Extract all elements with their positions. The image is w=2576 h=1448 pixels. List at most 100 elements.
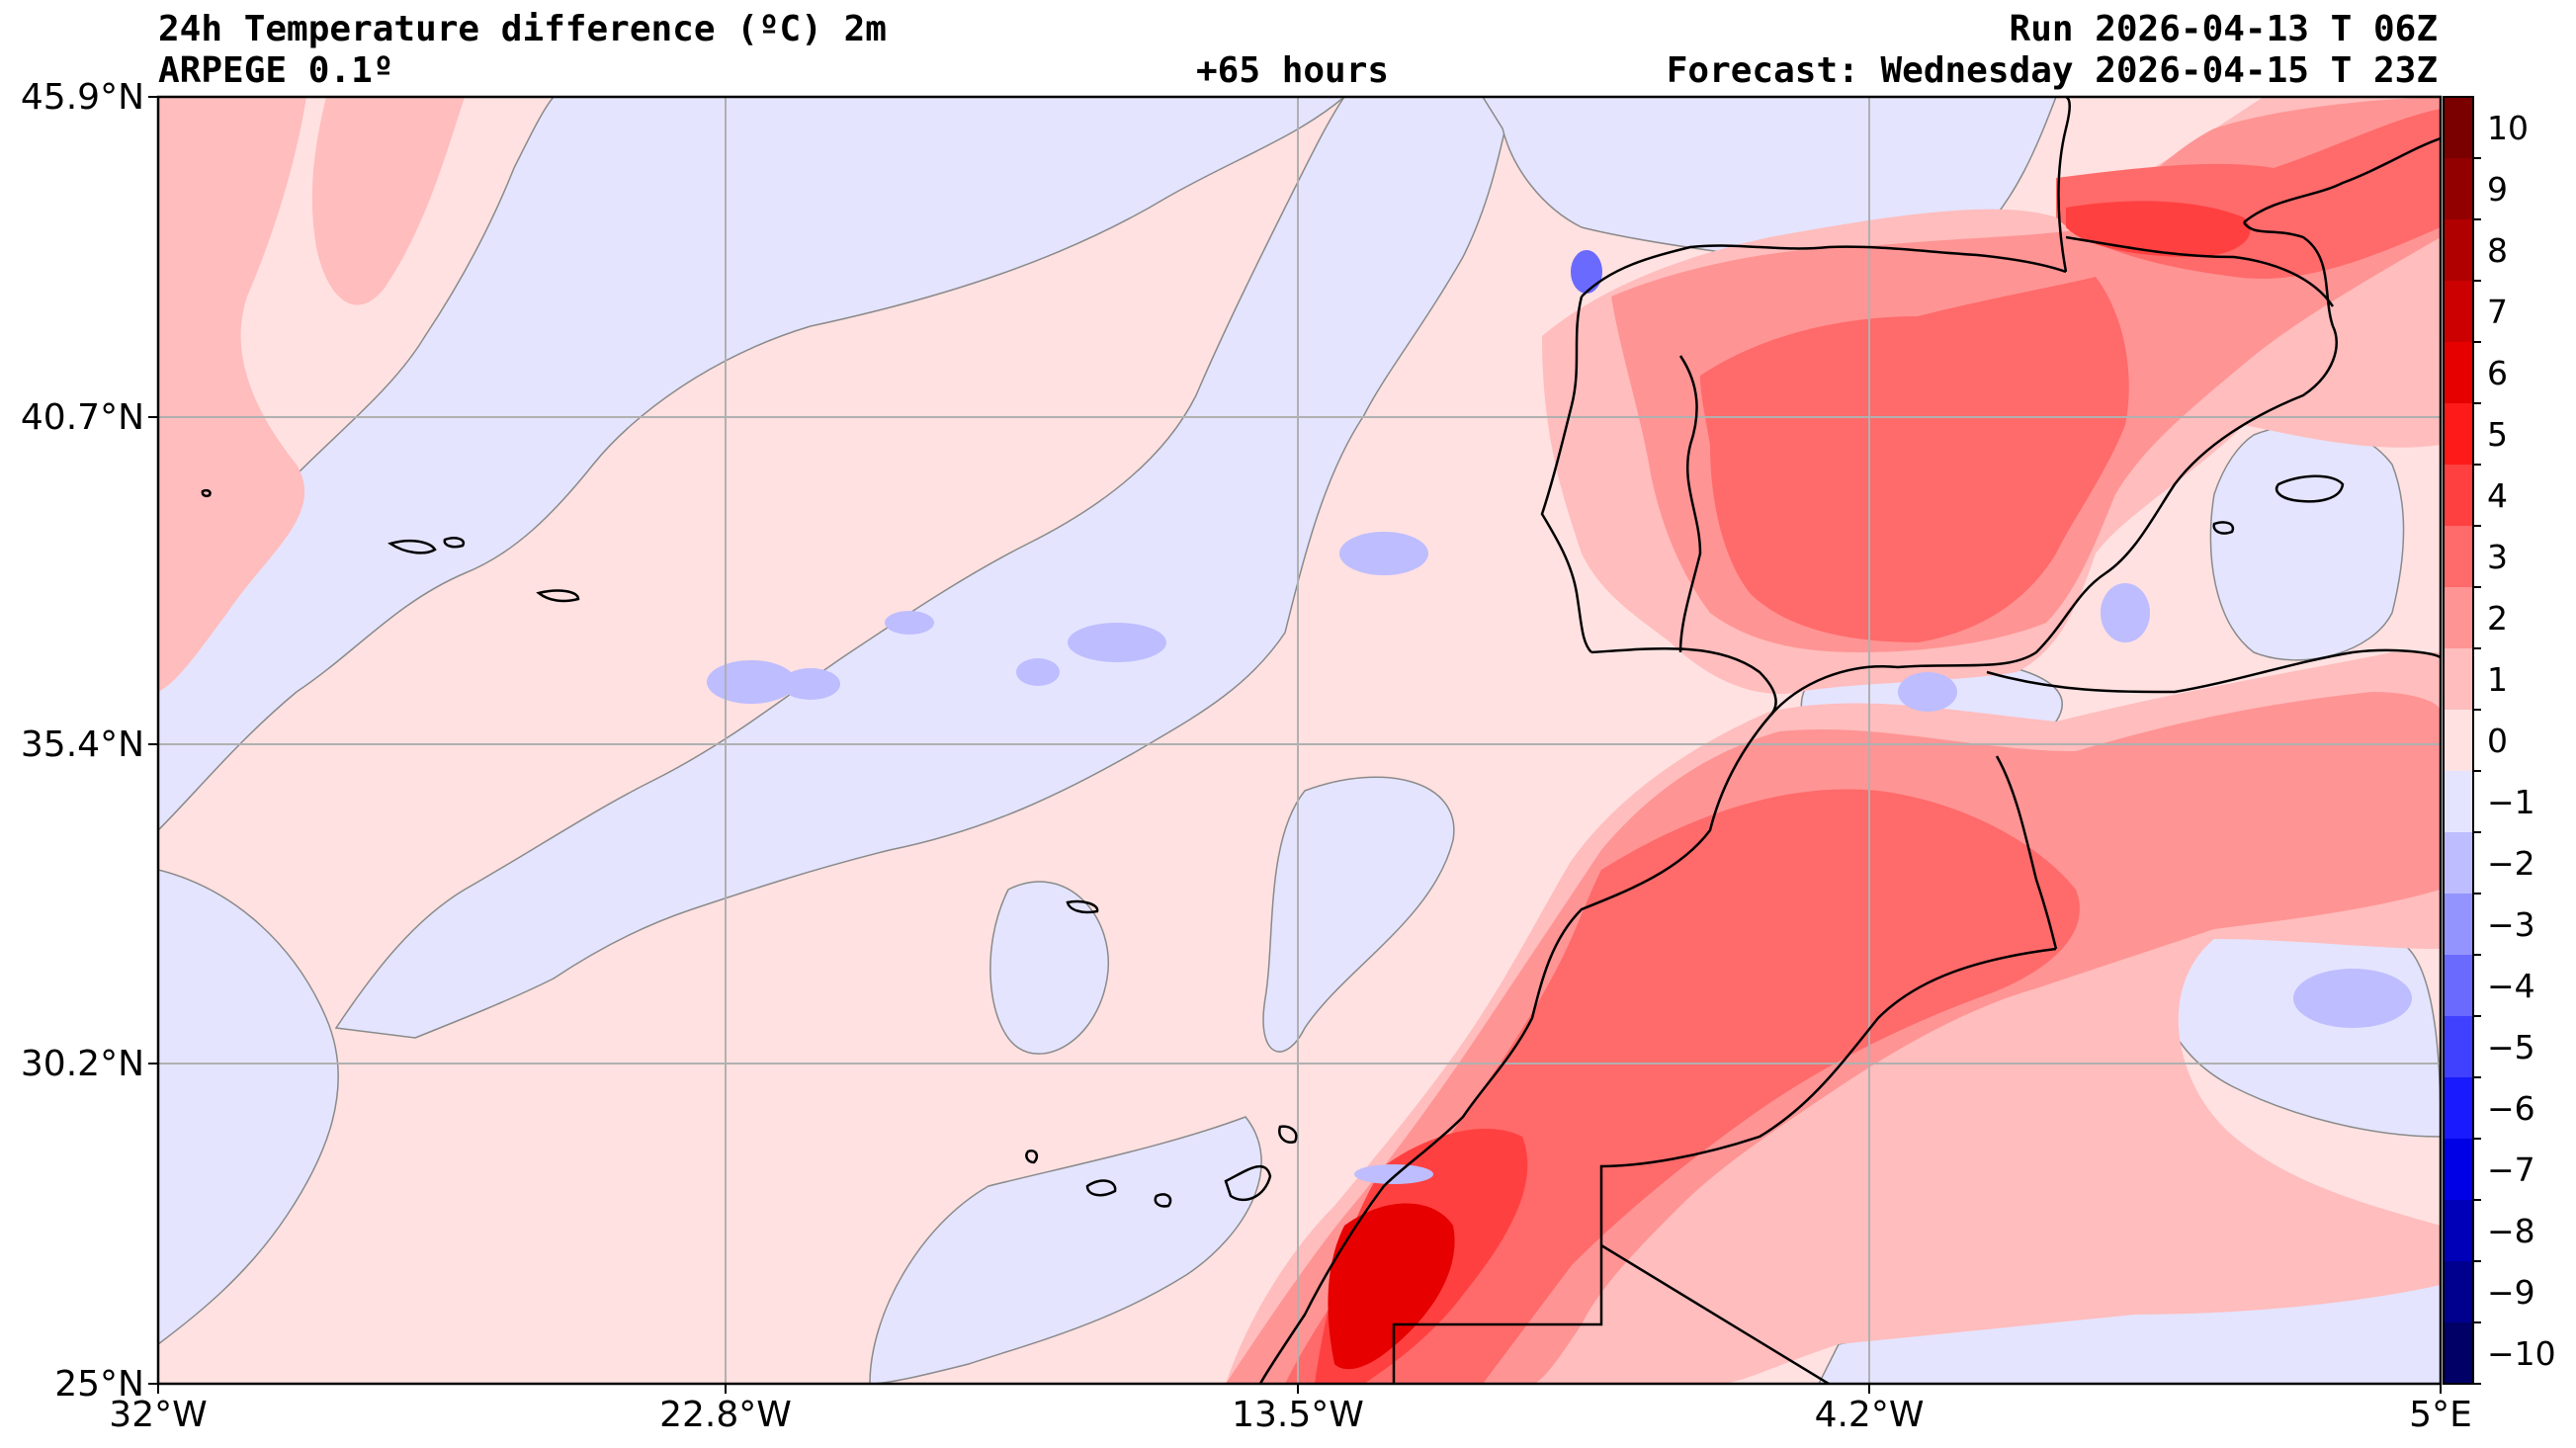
cool-region-balearic bbox=[2209, 424, 2405, 661]
colorbar-swatch bbox=[2444, 955, 2473, 1017]
cool-region-north bbox=[158, 97, 1346, 832]
warm-1-2-atlantic-west bbox=[158, 97, 306, 692]
colorbar-label: 5 bbox=[2487, 415, 2508, 454]
run-time: Run 2026-04-13 T 06Z bbox=[2009, 9, 2438, 49]
cool-blob-3 bbox=[1068, 623, 1166, 662]
cool-region-small-1 bbox=[989, 881, 1109, 1055]
cool-region-west bbox=[158, 869, 339, 1345]
coast-spain-east bbox=[1768, 325, 2338, 718]
colorbar-label: 8 bbox=[2487, 231, 2508, 270]
colorbar-frame bbox=[2443, 96, 2474, 1385]
coast-france-west bbox=[2057, 97, 2071, 273]
colorbar-swatch bbox=[2444, 342, 2473, 404]
cool-1-2-region bbox=[707, 532, 2412, 1184]
cool-blob-galicia bbox=[1571, 250, 1602, 294]
cool-blob-7 bbox=[2101, 583, 2150, 642]
colorbar-swatch bbox=[2444, 97, 2473, 159]
colorbar-swatch bbox=[2444, 158, 2473, 220]
island-fuerteventura bbox=[1278, 1125, 1298, 1144]
grid bbox=[158, 97, 2441, 1384]
island-azores-1 bbox=[387, 539, 437, 554]
coast-north-spain bbox=[1581, 244, 2067, 298]
island-madeira bbox=[1066, 899, 1099, 914]
islands bbox=[201, 474, 2345, 1208]
border-mauritania bbox=[1600, 1243, 1830, 1384]
lon-label-0: 32°W bbox=[109, 1395, 207, 1435]
colorbar-swatch bbox=[2444, 526, 2473, 588]
warm-4-5-france bbox=[2066, 201, 2251, 257]
colorbar-label: 1 bbox=[2487, 660, 2508, 699]
cool-blob-5 bbox=[885, 611, 934, 635]
island-azores-4 bbox=[201, 488, 212, 498]
cool-blob-10 bbox=[1898, 672, 1957, 712]
map-title: 24h Temperature difference (ºC) 2m bbox=[158, 9, 887, 49]
border-morocco-south bbox=[1392, 947, 2057, 1384]
colorbar-label: 0 bbox=[2487, 722, 2508, 760]
island-lanzarote bbox=[1224, 1164, 1272, 1202]
lat-label-2: 35.4°N bbox=[21, 724, 144, 765]
colorbar-label: 6 bbox=[2487, 354, 2508, 392]
lat-label-3: 30.2°N bbox=[21, 1044, 144, 1084]
cool-blob-6 bbox=[1016, 658, 1060, 686]
coast-south-portugal bbox=[1590, 646, 1777, 718]
lon-label-4: 5°E bbox=[2409, 1395, 2472, 1435]
warm-3-4-iberia bbox=[1700, 277, 2129, 642]
colorbar-swatch bbox=[2444, 1016, 2473, 1078]
warm-5-7-region bbox=[1328, 1203, 1455, 1370]
warm-1-2-atlantic-nw bbox=[311, 97, 465, 305]
lon-label-1: 22.8°W bbox=[659, 1395, 792, 1435]
lead-time: +65 hours bbox=[1196, 50, 1390, 91]
cool-blob-9 bbox=[1354, 1164, 1433, 1184]
colorbar-swatch bbox=[2444, 771, 2473, 833]
colorbar-swatch bbox=[2444, 1261, 2473, 1323]
axis-ticks bbox=[148, 96, 2442, 1394]
lat-label-4: 25°N bbox=[54, 1364, 144, 1405]
island-gran-canaria bbox=[1154, 1193, 1172, 1208]
cool-blob-1 bbox=[707, 660, 796, 704]
colorbar-swatch bbox=[2444, 587, 2473, 649]
colorbar-label: −7 bbox=[2487, 1150, 2535, 1189]
lon-label-3: 4.2°W bbox=[1815, 1395, 1925, 1435]
coast-morocco-atlantic bbox=[1258, 716, 1770, 1384]
island-azores-2 bbox=[443, 537, 466, 549]
cool-region-central bbox=[334, 97, 1513, 1039]
colorbar-swatch bbox=[2444, 1200, 2473, 1262]
island-tenerife bbox=[1085, 1179, 1117, 1197]
colorbar-swatch bbox=[2444, 465, 2473, 527]
colorbar-label: −9 bbox=[2487, 1273, 2535, 1312]
border-algeria-morocco bbox=[1995, 755, 2058, 950]
colorbar-swatch bbox=[2444, 710, 2473, 772]
lat-label-1: 40.7°N bbox=[21, 397, 144, 438]
colorbar-label: −5 bbox=[2487, 1028, 2535, 1066]
colorbar-label: −10 bbox=[2487, 1334, 2556, 1373]
lon-label-2: 13.5°W bbox=[1232, 1395, 1364, 1435]
colorbar-label: 9 bbox=[2487, 170, 2508, 209]
warm-5-7-coast bbox=[1328, 1203, 1455, 1370]
coast-maghreb bbox=[1986, 648, 2441, 694]
colorbar-label: −2 bbox=[2487, 844, 2535, 883]
colorbar-label: −6 bbox=[2487, 1089, 2535, 1128]
colorbar-label: 4 bbox=[2487, 476, 2508, 515]
colorbar-swatch bbox=[2444, 1077, 2473, 1140]
coastlines bbox=[1258, 97, 2441, 1384]
coast-france-south bbox=[2243, 136, 2441, 223]
colorbar-label: −4 bbox=[2487, 967, 2535, 1005]
lat-label-0: 45.9°N bbox=[21, 77, 144, 118]
colorbar-swatch bbox=[2444, 1322, 2473, 1385]
island-la-palma bbox=[1025, 1150, 1039, 1164]
border-pyrenees bbox=[2065, 235, 2335, 307]
colorbar-swatch bbox=[2444, 281, 2473, 343]
colorbar-swatch bbox=[2444, 832, 2473, 894]
colorbar-label: −3 bbox=[2487, 905, 2535, 944]
colorbar-label: 10 bbox=[2487, 109, 2529, 147]
map-frame bbox=[156, 95, 2443, 1386]
island-azores-3 bbox=[536, 589, 580, 603]
border-spain-portugal bbox=[1678, 355, 1702, 653]
island-mallorca bbox=[2275, 474, 2345, 503]
colorbar-label: −8 bbox=[2487, 1212, 2535, 1250]
colorbar-swatch bbox=[2444, 894, 2473, 956]
temperature-field bbox=[158, 97, 2441, 1384]
cool-blob-4 bbox=[1339, 532, 1428, 575]
